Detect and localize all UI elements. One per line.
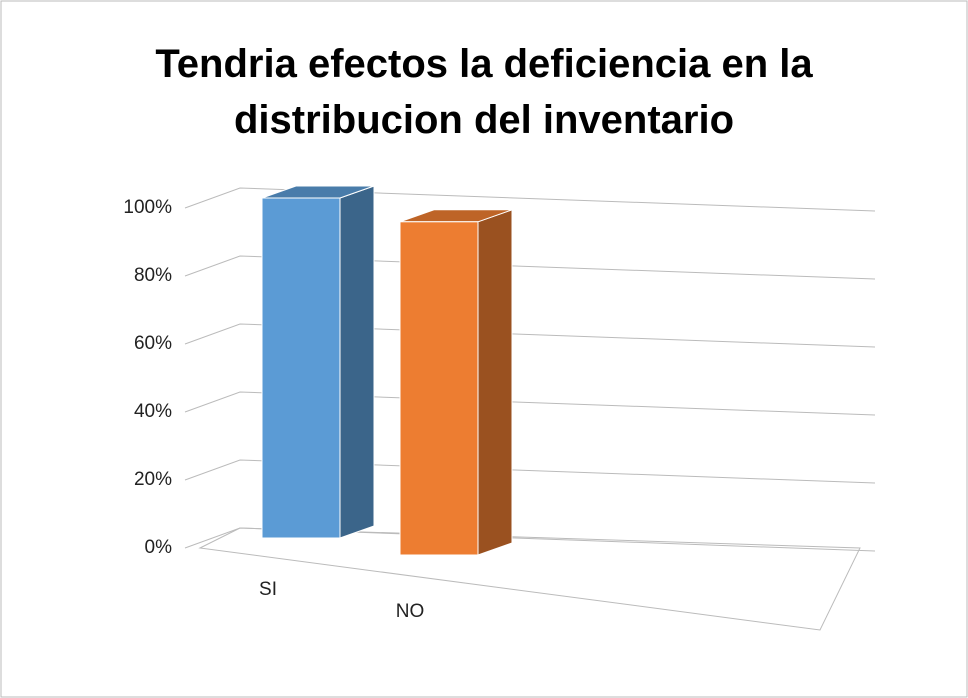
grid-line <box>184 527 876 552</box>
chart-title: Tendria efectos la deficiencia en la dis… <box>155 42 813 142</box>
bar <box>399 221 479 556</box>
x-tick-label: NO <box>396 601 425 622</box>
y-tick-label: 60% <box>134 333 172 354</box>
grid-line <box>184 255 876 280</box>
y-tick-label: 20% <box>134 469 172 490</box>
grid-line <box>184 187 876 212</box>
grid-line <box>184 391 876 416</box>
grid-line <box>184 459 876 484</box>
x-tick-label: SI <box>259 579 277 600</box>
bar <box>261 197 341 539</box>
y-tick-label: 0% <box>145 537 173 558</box>
y-tick-label: 100% <box>123 197 172 218</box>
bar-side <box>477 209 513 556</box>
y-tick-label: 80% <box>134 265 172 286</box>
grid-line <box>184 323 876 348</box>
bar-side <box>339 185 375 539</box>
y-tick-label: 40% <box>134 401 172 422</box>
floor <box>198 527 861 631</box>
